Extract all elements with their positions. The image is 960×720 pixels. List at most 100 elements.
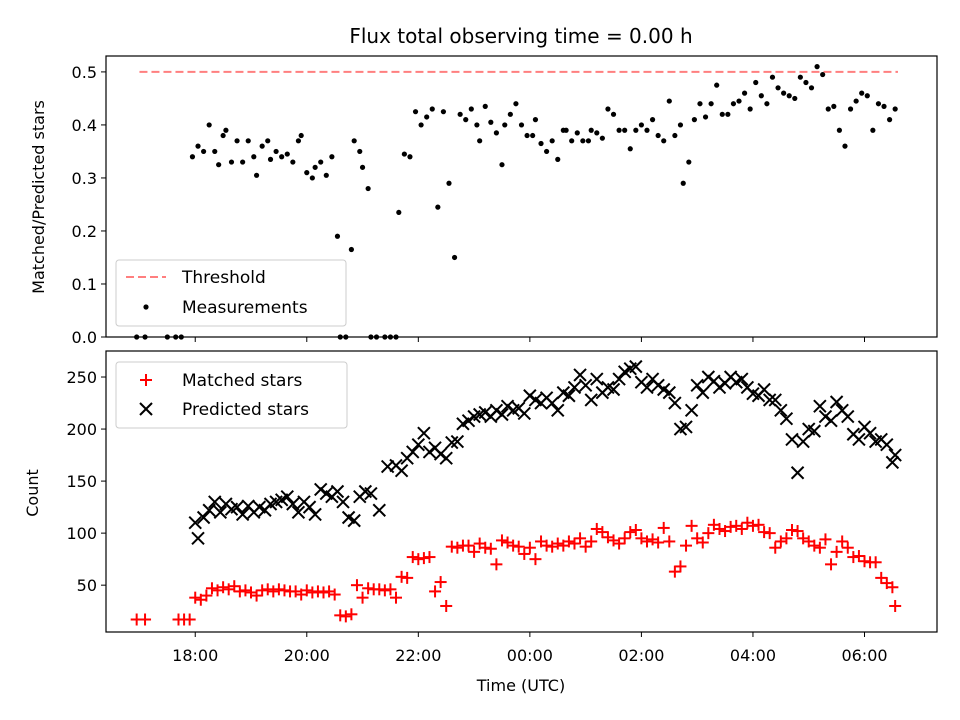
measurement-point [792,95,798,102]
matched-star-point [462,539,475,552]
count-legend-box [115,361,348,429]
x-tick-label: 22:00 [395,646,441,665]
matched-star-point [417,552,430,565]
predicted-star-point [208,495,222,509]
measurement-point [691,117,697,123]
matched-star-point [272,583,285,596]
measurement-point [741,90,748,96]
predicted-star-point [701,370,716,384]
ratio-y-tick-label: 0.4 [72,116,97,135]
predicted-star-point [573,368,587,382]
measurement-point [764,101,770,107]
x-tick-label: 06:00 [841,646,887,665]
measurement-point [672,132,678,139]
matched-star-point [356,591,369,604]
measurement-point [412,109,419,115]
matched-legend-swatch [140,374,152,386]
matched-star-point [490,558,503,571]
measurements-legend-label: Measurements [182,298,308,318]
measurement-point [549,138,555,144]
measurement-point [594,130,600,136]
measurement-point [245,138,251,144]
predicted-star-point [662,385,677,400]
measurement-point [605,106,611,112]
predicted-star-point [422,445,437,459]
measurement-point [401,151,407,157]
matched-star-point [261,583,274,596]
measurement-point [859,90,865,96]
matched-star-point [440,599,453,612]
measurement-point [638,122,645,128]
measurement-point [836,127,842,133]
measurements-legend-swatch [143,304,149,310]
predicted-star-point [191,531,205,546]
matched-star-point [618,532,631,545]
measurement-point [468,106,474,112]
predicted-star-point [235,507,250,522]
predicted-star-point [439,451,453,465]
matched-star-point [362,582,375,595]
measurement-point [348,246,354,253]
matched-star-point [574,532,587,545]
predicted-star-point [779,411,794,426]
count-y-tick-label: 100 [66,524,97,543]
matched-star-point [406,551,419,564]
matched-star-point [200,589,213,602]
matched-star-point [875,571,888,584]
matched-star-point [869,556,882,569]
matched-star-point [685,519,698,532]
measurement-point [543,148,550,155]
predicted-star-point [818,409,833,424]
threshold-legend-label: Threshold [181,268,266,288]
matched-star-point [239,584,252,597]
measurement-point [359,164,366,170]
predicted-star-point [517,406,531,421]
measurement-point [736,98,742,104]
count-axes-frame [105,350,938,633]
predicted-star-point [629,359,643,374]
measurement-point [365,185,371,192]
measurement-point [212,148,218,155]
measurement-point [875,101,882,107]
predicted-star-point [417,426,431,440]
matched-star-point [250,589,263,602]
matched-star-point [680,539,693,552]
measurement-point [769,74,776,80]
measurement-point [702,114,709,120]
predicted-star-point [364,486,378,501]
matched-star-point [852,550,865,563]
predicted-star-point [651,378,665,393]
matched-star-point [412,553,425,566]
measurement-point [803,79,809,86]
ratio-y-axis-label: Matched/Predicted stars [29,100,48,294]
measurement-point [825,106,831,112]
predicted-star-point [314,482,328,497]
measurement-point [786,93,792,99]
measurement-point [216,162,222,168]
matched-star-point [585,535,598,548]
predicted-star-point [336,495,350,509]
matched-star-point [640,535,653,548]
predicted-star-point [286,497,300,511]
measurement-point [259,143,265,149]
measurement-point [435,204,441,210]
matched-star-point [752,518,765,531]
measurement-point [451,254,458,261]
matched-star-point [791,525,804,538]
measurement-point [513,101,519,107]
count-panel: 50 100 150 200 250 18:00 20:00 22:00 00:00 02:00… [23,350,938,695]
measurement-point [655,132,661,139]
measurement-point [234,138,240,144]
matched-star-point [278,584,291,597]
matched-star-point [205,582,218,595]
matched-star-point [780,532,793,545]
measurement-point [279,154,285,160]
measurement-point [524,132,530,139]
matched-star-point [334,609,347,622]
predicted-star-point [308,507,322,522]
matched-star-point [267,585,280,598]
predicted-star-point [785,432,799,447]
predicted-star-point [551,403,565,418]
measurement-point [633,127,639,133]
count-y-tick-label: 200 [66,420,97,439]
